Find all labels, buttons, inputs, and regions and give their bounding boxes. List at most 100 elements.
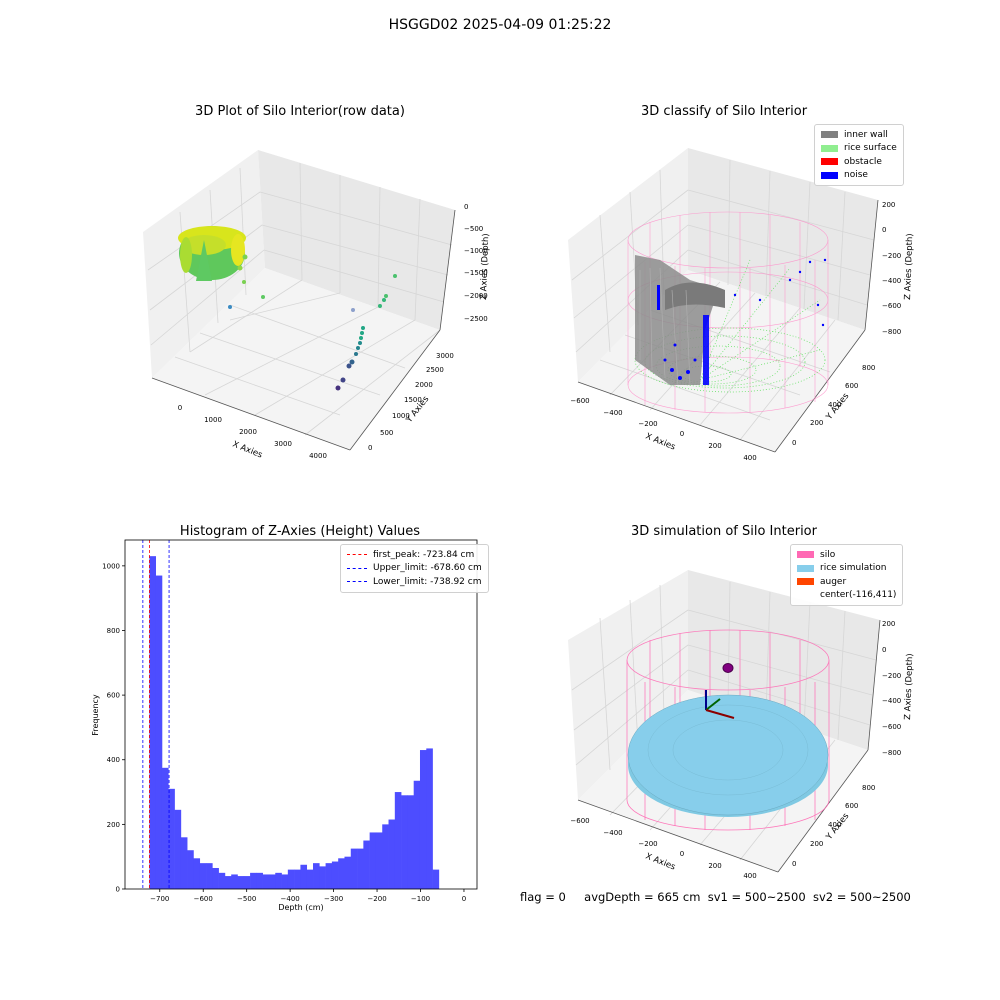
x-tick-label: −100 [411, 895, 430, 903]
histogram-bar [357, 848, 364, 889]
svg-text:500: 500 [380, 429, 393, 437]
legend-line-first-peak [347, 554, 367, 556]
histogram-y-ticks: 0 200 400 600 800 1000 [102, 562, 125, 894]
histogram-bar [369, 832, 377, 889]
legend-label-first-peak: first_peak: -723.84 cm [373, 549, 475, 560]
x-tick-label: −300 [324, 895, 343, 903]
histogram-bar [155, 575, 163, 889]
svg-text:−600: −600 [882, 723, 901, 731]
legend-label-lower-limit: Lower_limit: -738.92 cm [373, 576, 482, 587]
svg-text:−200: −200 [638, 420, 657, 428]
y-tick-label: 400 [107, 756, 120, 764]
x-tick-label: 0 [462, 895, 466, 903]
svg-text:800: 800 [862, 364, 875, 372]
svg-text:400: 400 [743, 454, 756, 462]
svg-text:−800: −800 [882, 328, 901, 336]
legend-swatch-inner-wall [821, 131, 838, 139]
x-tick-label: −500 [237, 895, 256, 903]
histogram-bar [224, 876, 232, 889]
panel4-zlabel: Z Axies (Depth) [903, 653, 915, 720]
svg-text:200: 200 [708, 442, 721, 450]
legend-swatch-auger [797, 578, 814, 586]
histogram-chart: −700 −600 −500 −400 −300 −200 −100 0 0 200 400 600… [91, 539, 478, 912]
legend-label-rice-surface: rice surface [844, 143, 897, 154]
center-axes-marker [705, 690, 735, 719]
histogram-bar [401, 795, 408, 889]
histogram-bar [275, 872, 282, 889]
panel1-plot: 0 1000 2000 3000 4000 0 500 1000 1500 20… [143, 150, 491, 461]
legend-swatch-noise [821, 171, 838, 179]
svg-text:−400: −400 [603, 409, 622, 417]
svg-text:600: 600 [845, 382, 858, 390]
histogram-bar [407, 795, 414, 889]
y-tick-label: 600 [107, 692, 120, 700]
y-tick-label: 0 [116, 886, 120, 894]
histogram-bar [206, 863, 213, 889]
histogram-bar [388, 819, 396, 889]
status-footer: flag = 0 avgDepth = 665 cm sv1 = 500~250… [520, 890, 911, 904]
panel1-axes-box [143, 150, 456, 451]
svg-text:−600: −600 [570, 817, 589, 825]
histogram-bar [212, 867, 219, 889]
histogram-bar [250, 872, 257, 889]
panel3-title: Histogram of Z-Axies (Height) Values [179, 524, 421, 539]
svg-text:0: 0 [792, 860, 796, 868]
histogram-bar [168, 788, 175, 889]
svg-text:−2000: −2000 [464, 292, 488, 300]
svg-text:−500: −500 [464, 225, 483, 233]
svg-text:200: 200 [810, 419, 823, 427]
svg-text:800: 800 [862, 784, 875, 792]
svg-text:400: 400 [743, 872, 756, 880]
panel4-xlabel: X Axies [644, 852, 677, 873]
histogram-bar [193, 858, 201, 889]
x-tick-label: −700 [150, 895, 169, 903]
panel2-legend: inner wall rice surface obstacle noise [814, 124, 904, 186]
legend-swatch-obstacle [821, 158, 838, 166]
svg-text:0: 0 [792, 439, 796, 447]
panel2-title: 3D classify of Silo Interior [640, 104, 808, 119]
histogram-bar [350, 848, 358, 889]
x-tick-label: −200 [367, 895, 386, 903]
svg-text:−400: −400 [882, 697, 901, 705]
histogram-ylabel: Frequency [91, 694, 100, 736]
svg-text:2000: 2000 [239, 428, 257, 436]
svg-text:−400: −400 [882, 277, 901, 285]
histogram-bar [174, 809, 182, 889]
svg-text:1000: 1000 [392, 412, 410, 420]
histogram-bar [300, 864, 308, 889]
svg-text:200: 200 [708, 862, 721, 870]
svg-text:3000: 3000 [436, 352, 454, 360]
svg-text:200: 200 [810, 840, 823, 848]
panel2-noise [657, 258, 827, 385]
svg-text:−600: −600 [570, 397, 589, 405]
svg-text:−400: −400 [603, 829, 622, 837]
histogram-reference-lines [142, 540, 170, 889]
svg-text:−1000: −1000 [464, 247, 488, 255]
svg-text:0: 0 [882, 646, 886, 654]
svg-text:1000: 1000 [204, 416, 222, 424]
svg-text:0: 0 [178, 404, 182, 412]
histogram-bar [294, 869, 301, 889]
panel2-plot: −600 −400 −200 0 200 400 0 200 400 600 8… [568, 148, 915, 462]
sv2-text: sv2 = 500~2500 [812, 890, 911, 904]
panel4-silo-bottom [626, 799, 830, 831]
histogram-bar [419, 750, 427, 889]
svg-text:0: 0 [680, 430, 684, 438]
legend-line-upper-limit [347, 567, 367, 569]
svg-text:200: 200 [882, 620, 895, 628]
legend-swatch-rice-simulation [797, 564, 814, 572]
panel4-rice-simulation [627, 694, 829, 817]
histogram-bar [426, 748, 433, 889]
histogram-bar [161, 767, 169, 889]
y-tick-label: 1000 [102, 562, 120, 570]
histogram-bar [218, 872, 226, 889]
histogram-bar [344, 856, 352, 889]
svg-text:−600: −600 [882, 302, 901, 310]
panel4-title: 3D simulation of Silo Interior [631, 524, 817, 539]
avg-depth-text: avgDepth = 665 cm [584, 890, 701, 904]
svg-text:−800: −800 [882, 749, 901, 757]
svg-text:−200: −200 [882, 252, 901, 260]
legend-swatch-center [797, 592, 814, 599]
legend-label-auger: auger [820, 576, 847, 587]
y-tick-label: 200 [107, 821, 120, 829]
